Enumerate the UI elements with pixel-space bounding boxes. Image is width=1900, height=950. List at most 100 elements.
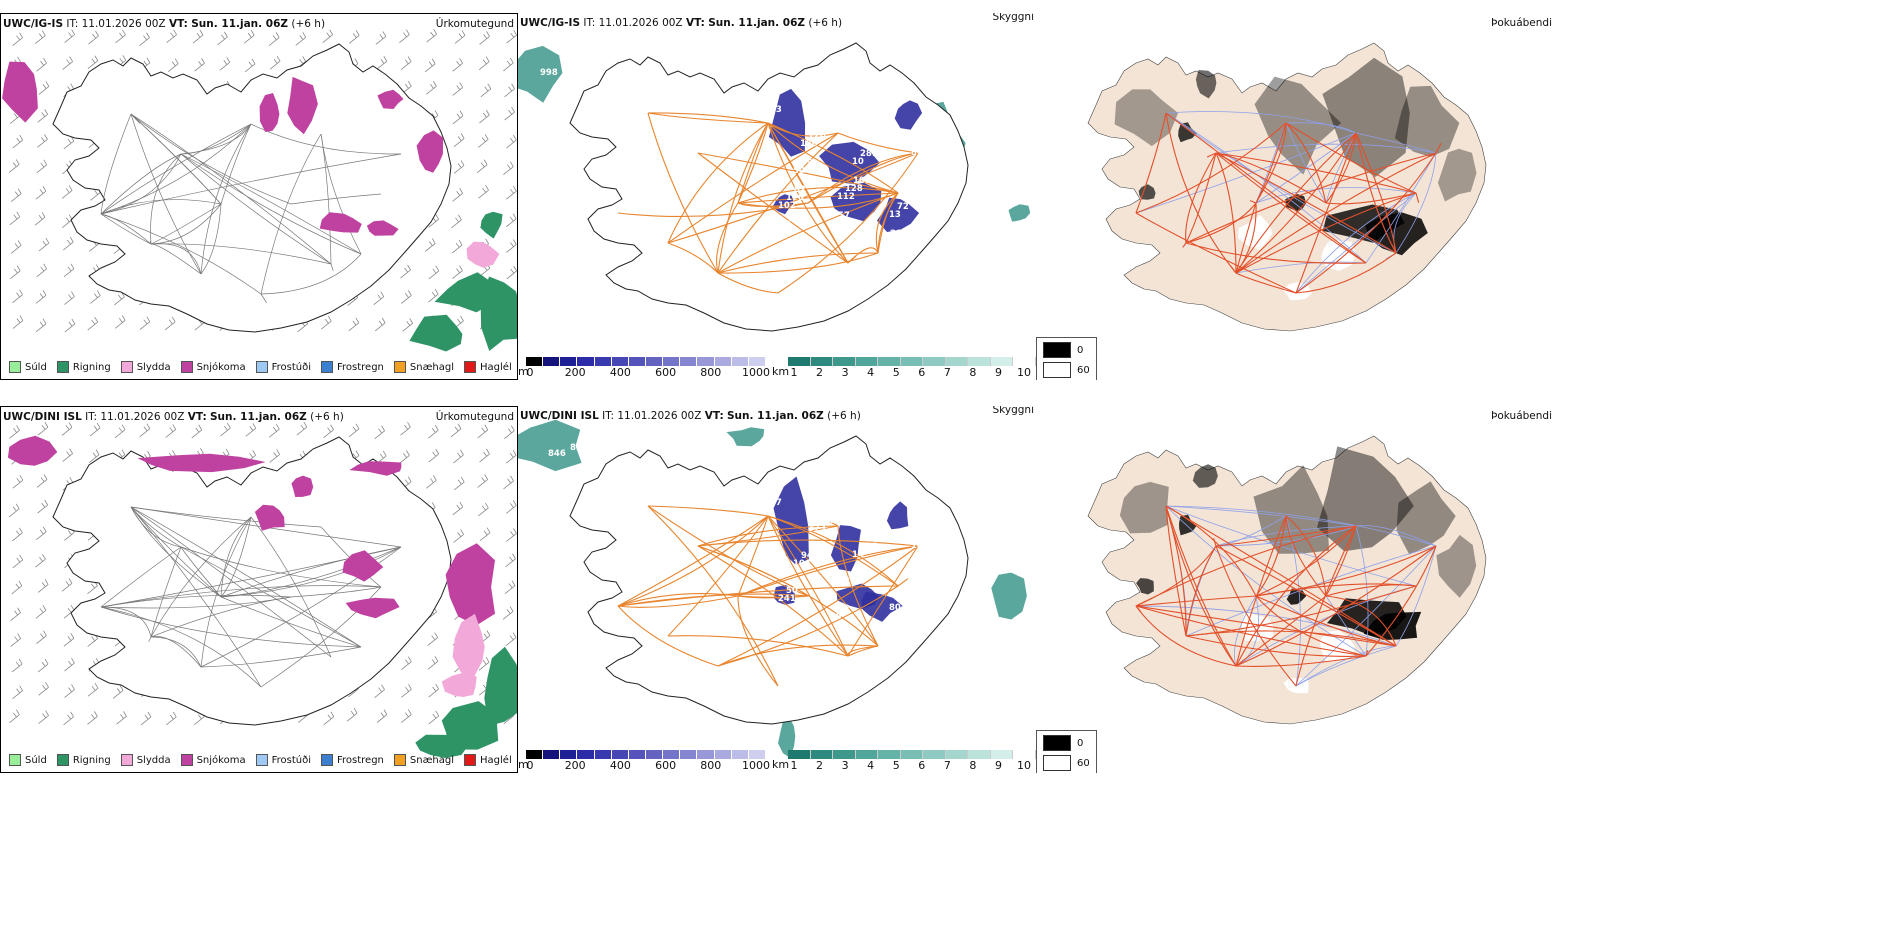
precip-panel-top: UWC/IG-IS IT: 11.01.2026 00Z VT: Sun. 11… [0, 13, 518, 380]
fog-indicator-map [1087, 42, 1487, 332]
colorbar-cell [543, 750, 561, 759]
legend-swatch [321, 754, 333, 766]
ceiling-label: 158 [904, 568, 922, 578]
ceiling-value-labels: 8468978927718824134148021110489991581143… [548, 437, 944, 631]
colorbar-cell [748, 357, 766, 366]
legend-swatch [56, 361, 69, 373]
colorbar-tick: 400 [609, 759, 631, 772]
legend-item-5: Frostregn [321, 361, 384, 373]
fog-legend: 0 60 [1036, 730, 1097, 773]
ceiling-label: 72 [897, 202, 909, 212]
ceiling-label: 111 [816, 123, 834, 133]
ceiling-label: 147 [764, 498, 782, 508]
legend-item-7: Haglél [464, 754, 512, 766]
colorbar-tick: 10 [1017, 759, 1031, 772]
ceiling-label: 104 [793, 559, 811, 569]
colorbar-cell [788, 357, 811, 366]
legend-swatch [464, 754, 477, 766]
legend-item-3: Snjókoma [180, 754, 246, 766]
colorbar-cell [697, 750, 715, 759]
cloud-panel-top: UWC/IG-IS IT: 11.01.2026 00Z VT: Sun. 11… [518, 13, 1036, 380]
colorbar-cell [855, 750, 879, 759]
colorbar-cell [833, 357, 856, 366]
rain-areas [409, 211, 517, 352]
colorbar-tick: 1000 [742, 366, 770, 379]
ceiling-label: 155 [845, 577, 863, 587]
snow-areas [7, 435, 495, 626]
colorbar-tick: 1 [790, 759, 798, 772]
ceiling-label: 91 [875, 507, 887, 517]
ceiling-label: 100 [919, 140, 937, 150]
colorbar-cell [788, 750, 811, 759]
ceiling-label: 88 [912, 560, 924, 570]
ceiling-label: 24 [897, 595, 909, 605]
legend-item-2: Slydda [120, 754, 171, 766]
colorbar-cell [990, 357, 1014, 366]
visibility-unit: km [772, 758, 790, 771]
legend-label: Frostúði [271, 361, 311, 373]
ceiling-label: 56 [779, 220, 791, 230]
precip-type-legend: Súld Rigning Slydda Snjókoma Frostúði Frostre… [9, 358, 512, 376]
colorbar-tick: 200 [564, 366, 586, 379]
fog-legend-swatch [1043, 735, 1071, 751]
road-network [1135, 505, 1437, 687]
cloud-ceiling-areas [773, 476, 909, 622]
colorbar-tick: 4 [867, 366, 875, 379]
legend-item-6: Snæhagl [393, 754, 454, 766]
legend-swatch [56, 754, 69, 766]
colorbar-tick: 200 [564, 759, 586, 772]
legend-label: Snjókoma [196, 754, 246, 766]
ceiling-label: 40 [882, 480, 894, 490]
ceiling-value-labels: 9981501121148610211101314850173571081371… [540, 68, 944, 239]
ceiling-label: 173 [830, 219, 848, 229]
ceiling-label: 113 [779, 613, 797, 623]
legend-label: Frostregn [337, 754, 384, 766]
legend-swatch [393, 361, 406, 373]
legend-swatch [120, 754, 133, 766]
ceiling-label: 846 [548, 449, 566, 459]
colorbar-tick: 2 [816, 366, 824, 379]
ceiling-label: 114 [874, 95, 892, 105]
colorbar-cell [577, 750, 595, 759]
colorbar-cell [968, 750, 991, 759]
ceiling-label: 211 [926, 506, 944, 516]
colorbar-tick: 6 [918, 759, 926, 772]
colorbar-cell [923, 357, 946, 366]
cloud-ceiling-map: 9981501121148610211101314850173571081371… [518, 42, 1031, 332]
ceiling-label: 128 [860, 542, 878, 552]
ceiling-label: 892 [592, 437, 610, 447]
colorbar-cell [748, 750, 766, 759]
ceiling-label: 114 [771, 621, 789, 631]
panel-title: Úrkomutegund [435, 18, 514, 30]
ceiling-label: 281 [860, 149, 878, 159]
colorbar-cell [714, 750, 732, 759]
ceiling-label: 148 [926, 113, 944, 123]
colorbar-cell [810, 750, 834, 759]
legend-label: Súld [25, 361, 47, 373]
colorbar-cell [714, 357, 732, 366]
ceiling-label: 22 [831, 88, 843, 98]
colorbar-tick: 5 [892, 759, 900, 772]
legend-swatch [464, 361, 477, 373]
ceiling-label: 72 [838, 604, 850, 614]
ceiling-label: 188 [911, 541, 929, 551]
ceiling-label: 79 [801, 158, 813, 168]
fog-legend-label: 0 [1077, 344, 1084, 356]
legend-item-0: Súld [9, 754, 47, 766]
ceiling-label: 14 [852, 550, 864, 560]
road-network [617, 505, 919, 687]
colorbar-cell [923, 750, 946, 759]
panel-header: UWC/DINI ISL IT: 11.01.2026 00Z VT: Sun.… [520, 410, 861, 422]
ceiling-label: 34 [815, 497, 827, 507]
colorbar-cell [731, 357, 749, 366]
legend-label: Haglél [480, 361, 512, 373]
colorbar-cell [663, 357, 681, 366]
colorbar-cell [810, 357, 834, 366]
colorbar-cell [526, 357, 544, 366]
colorbar-cell [628, 357, 646, 366]
colorbar-tick: 9 [994, 759, 1002, 772]
legend-swatch [393, 754, 406, 766]
ceiling-label: 263 [764, 105, 782, 115]
panel-header: UWC/IG-IS IT: 11.01.2026 00Z VT: Sun. 11… [520, 17, 843, 29]
fog-panel-bottom: Þokuábendi 0 60 [1036, 406, 1554, 773]
